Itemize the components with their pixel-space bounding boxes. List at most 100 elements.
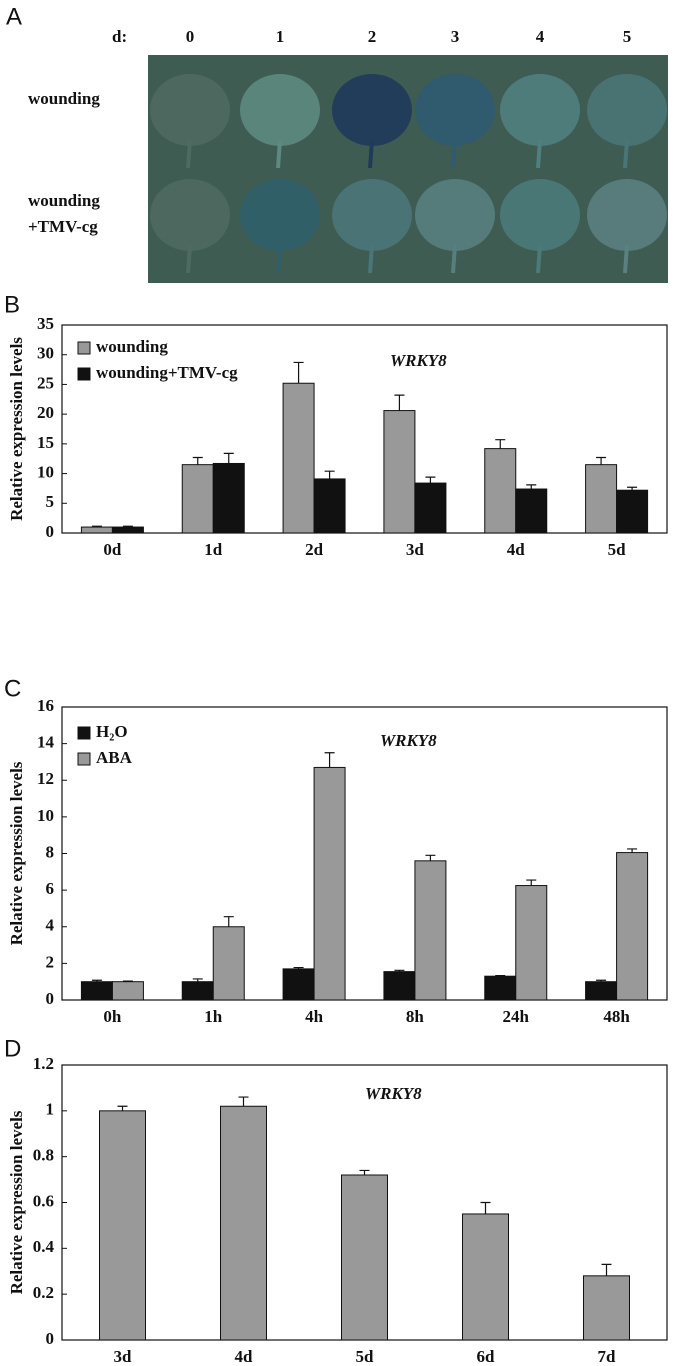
- y-tick-label: 6: [46, 879, 55, 898]
- x-tick-label: 5d: [608, 540, 627, 559]
- y-tick-label: 0.4: [33, 1237, 55, 1256]
- plot-frame: [61, 324, 668, 534]
- leaf-stem: [623, 244, 629, 274]
- leaf-stem: [623, 139, 629, 169]
- panel-letter: D: [4, 1035, 21, 1062]
- leaf-stem: [368, 139, 374, 169]
- legend-label: wounding+TMV-cg: [96, 363, 238, 382]
- panel-letter: B: [4, 291, 20, 318]
- leaf: [587, 179, 667, 251]
- bar: [313, 766, 346, 1001]
- x-tick-label: 2d: [305, 540, 324, 559]
- legend-swatch: [77, 726, 91, 740]
- x-tick-label: 6d: [477, 1347, 496, 1366]
- error-bar: [627, 848, 638, 853]
- x-tick-label: 4d: [507, 540, 526, 559]
- y-tick-label: 30: [37, 344, 54, 363]
- error-bar: [324, 752, 335, 768]
- y-tick-label: 0: [46, 989, 55, 1008]
- error-bar: [425, 854, 436, 861]
- bar: [484, 975, 517, 1001]
- y-tick-label: 0: [46, 1329, 55, 1348]
- bar: [585, 981, 618, 1001]
- x-tick-label: 48h: [603, 1007, 630, 1026]
- error-bar: [91, 525, 102, 528]
- error-bar: [293, 966, 304, 969]
- error-bar: [117, 1105, 128, 1111]
- leaf-stem: [276, 139, 282, 169]
- error-bar: [324, 470, 335, 479]
- x-tick-label: 0d: [103, 540, 122, 559]
- bar: [515, 885, 548, 1001]
- y-tick-label: 0.8: [33, 1146, 54, 1165]
- bar: [220, 1105, 267, 1341]
- bar: [341, 1174, 388, 1341]
- bar: [181, 981, 214, 1001]
- leaf-photo: [148, 55, 668, 283]
- panel-letter: A: [6, 3, 22, 30]
- error-bar: [627, 486, 638, 491]
- error-bar: [601, 1263, 612, 1276]
- bar: [111, 526, 144, 534]
- y-axis-label: Relative expression levels: [7, 761, 26, 945]
- bar: [616, 489, 649, 534]
- bar: [462, 1213, 509, 1341]
- error-bar: [122, 980, 133, 982]
- legend-swatch: [77, 341, 91, 355]
- day-label: 4: [536, 27, 545, 46]
- error-bar: [238, 1096, 249, 1107]
- bar: [80, 526, 113, 534]
- error-bar: [480, 1201, 491, 1214]
- y-tick-label: 14: [37, 733, 55, 752]
- bar: [212, 926, 245, 1001]
- bar: [414, 860, 447, 1001]
- chart-title: WRKY8: [365, 1084, 422, 1103]
- leaf: [500, 74, 580, 146]
- day-prefix: d:: [112, 27, 127, 46]
- legend-label: wounding: [96, 337, 168, 356]
- error-bar: [596, 979, 607, 982]
- y-tick-label: 25: [37, 373, 54, 392]
- y-tick-label: 0.2: [33, 1283, 54, 1302]
- bar: [181, 464, 214, 534]
- y-tick-label: 10: [37, 462, 54, 481]
- x-tick-label: 3d: [406, 540, 425, 559]
- y-tick-label: 15: [37, 433, 54, 452]
- y-tick-label: 35: [37, 314, 54, 333]
- leaf-stem: [276, 244, 282, 274]
- day-label: 1: [276, 27, 285, 46]
- plot-frame: [61, 706, 668, 1001]
- chart-title: WRKY8: [380, 731, 437, 750]
- row-label: wounding: [28, 191, 100, 210]
- day-label: 3: [451, 27, 460, 46]
- y-tick-label: 1.2: [33, 1054, 54, 1073]
- legend-swatch: [77, 367, 91, 381]
- x-tick-label: 4h: [305, 1007, 324, 1026]
- error-bar: [526, 484, 537, 490]
- error-bar: [91, 979, 102, 982]
- leaf: [332, 179, 412, 251]
- leaf: [332, 74, 412, 146]
- leaf-stem: [186, 244, 192, 274]
- day-label: 5: [623, 27, 632, 46]
- leaf: [415, 74, 495, 146]
- y-tick-label: 12: [37, 769, 54, 788]
- leaf: [415, 179, 495, 251]
- y-tick-label: 5: [46, 492, 55, 511]
- bar: [583, 1275, 630, 1341]
- error-bar: [495, 439, 506, 449]
- error-bar: [223, 452, 234, 464]
- row-label: +TMV-cg: [28, 217, 98, 236]
- day-label: 0: [186, 27, 195, 46]
- leaf: [587, 74, 667, 146]
- bar: [282, 382, 315, 534]
- panel-letter: C: [4, 675, 21, 702]
- bar: [282, 968, 315, 1001]
- leaf: [240, 74, 320, 146]
- y-tick-label: 8: [46, 842, 55, 861]
- error-bar: [394, 394, 405, 411]
- x-tick-label: 4d: [235, 1347, 254, 1366]
- y-tick-label: 0: [46, 522, 55, 541]
- error-bar: [425, 476, 436, 484]
